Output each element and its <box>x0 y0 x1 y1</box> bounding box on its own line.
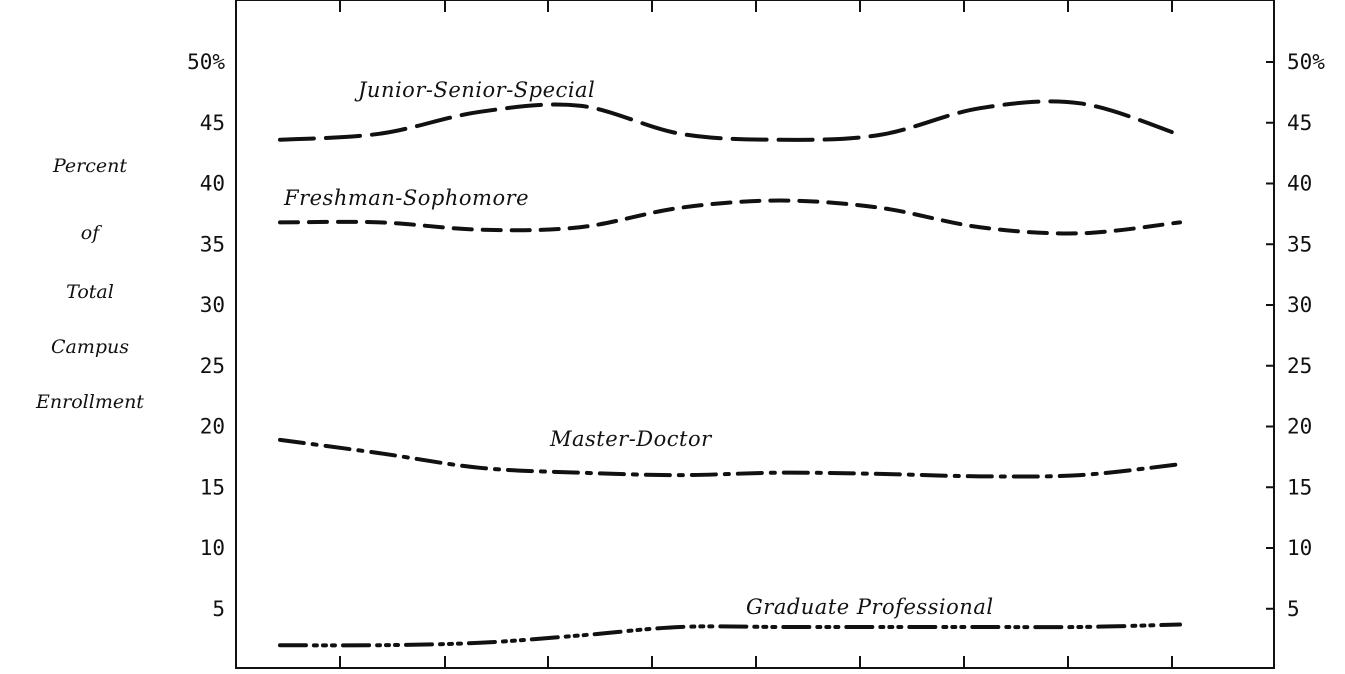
right-y-tick-label: 15 <box>1287 475 1312 499</box>
right-y-tick-label: 25 <box>1287 354 1312 378</box>
tick-marks <box>339 0 1274 668</box>
left-y-tick-label: 5 <box>212 597 225 621</box>
left-y-tick-label: 15 <box>200 475 225 499</box>
y-axis-label-line-1: Percent <box>52 155 127 177</box>
series-line-master-doctor <box>278 437 1182 479</box>
left-y-tick-label: 50% <box>187 50 225 74</box>
series-line-graduate-professional <box>278 622 1182 648</box>
right-y-tick-label: 10 <box>1287 536 1312 560</box>
series-line-freshman-sophomore <box>278 198 1182 236</box>
y-axis-label-line-5: Enrollment <box>36 391 144 413</box>
right-y-tick-label: 35 <box>1287 232 1312 256</box>
right-y-tick-label: 40 <box>1287 172 1312 196</box>
left-y-tick-label: 25 <box>200 354 225 378</box>
series-label-freshman-sophomore: Freshman-Sophomore <box>283 186 529 210</box>
right-y-tick-label: 5 <box>1287 597 1300 621</box>
left-y-tick-label: 40 <box>200 172 225 196</box>
right-axis-labels: 50% 45 40 35 30 25 20 15 10 5 <box>1287 50 1325 621</box>
left-y-tick-label: 45 <box>200 111 225 135</box>
right-y-tick-label: 20 <box>1287 415 1312 439</box>
right-y-tick-label: 30 <box>1287 293 1312 317</box>
series-lines <box>278 99 1182 648</box>
y-axis-label-line-2: of <box>80 222 100 244</box>
series-label-graduate-professional: Graduate Professional <box>746 595 994 619</box>
left-y-tick-label: 20 <box>200 415 225 439</box>
y-axis-label-line-3: Total <box>66 281 114 303</box>
left-y-tick-label: 35 <box>200 232 225 256</box>
y-axis-label-line-4: Campus <box>50 336 130 358</box>
left-axis-labels: 50% 45 40 35 30 25 20 15 10 5 <box>187 50 225 621</box>
left-y-tick-label: 10 <box>200 536 225 560</box>
series-label-master-doctor: Master-Doctor <box>549 427 713 451</box>
right-y-tick-label: 45 <box>1287 111 1312 135</box>
left-y-tick-label: 30 <box>200 293 225 317</box>
series-line-junior-senior-special <box>278 99 1182 142</box>
series-label-junior-senior-special: Junior-Senior-Special <box>354 78 595 102</box>
right-y-tick-label: 50% <box>1287 50 1325 74</box>
